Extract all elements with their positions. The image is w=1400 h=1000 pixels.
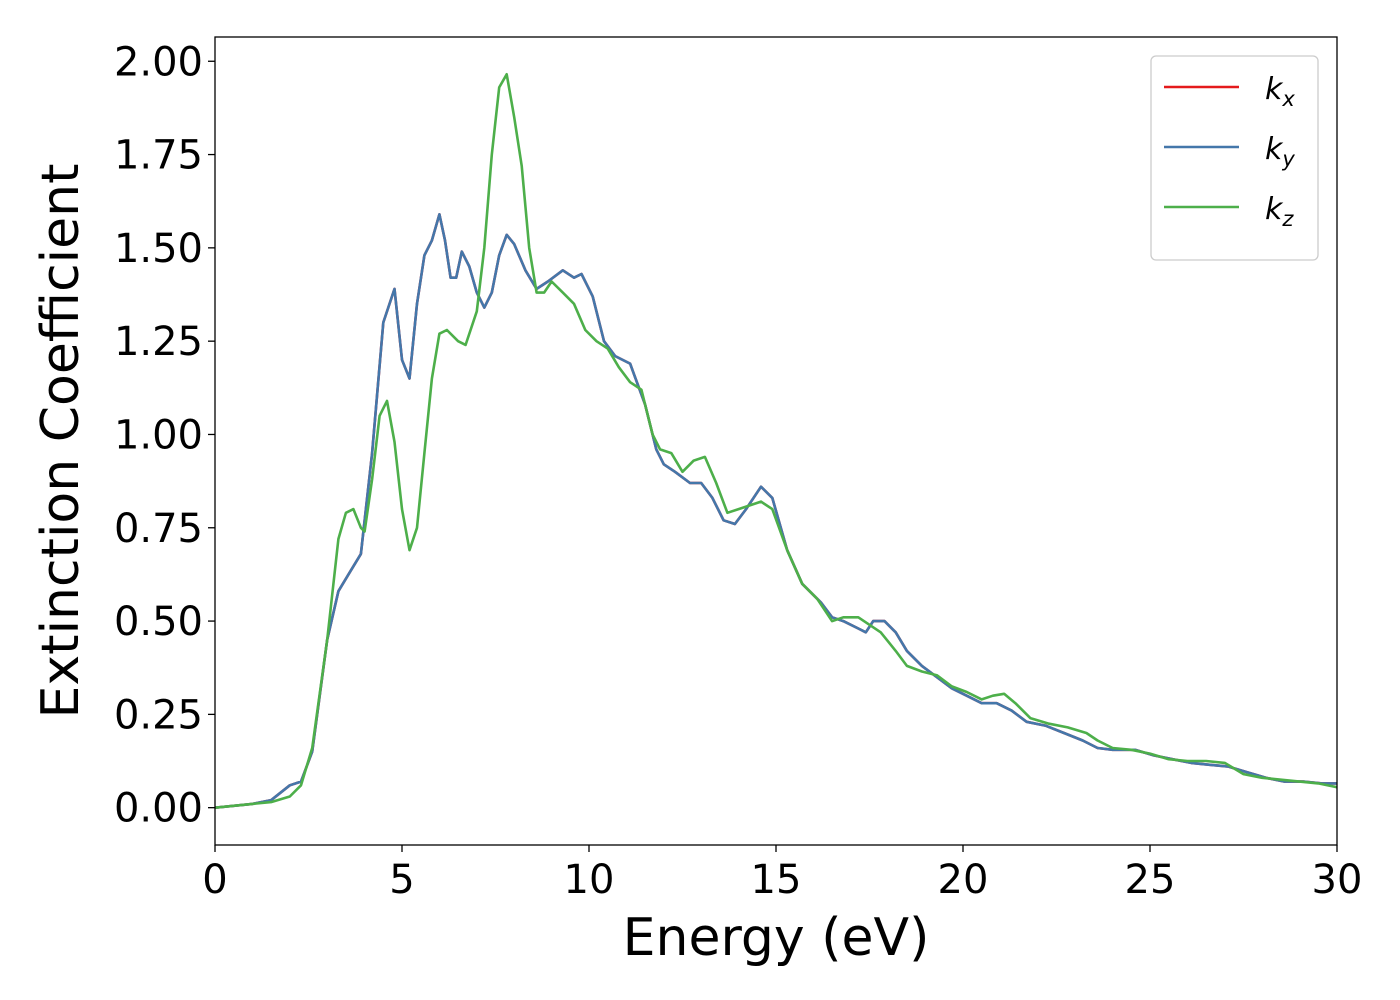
y-tick-label: 0.25	[114, 692, 203, 738]
y-axis-label: Extinction Coefficient	[31, 164, 91, 719]
tick-layer: 0 5 10 15 20 25 30 0.00 0.25 0.50 0.75 1.00 1.25 1.50…	[114, 39, 1363, 903]
x-tick-label: 15	[751, 857, 802, 903]
y-tick-label: 2.00	[114, 39, 203, 85]
legend-label-z: kz	[1265, 192, 1294, 231]
series-line-y	[215, 213, 1337, 809]
y-tick-label: 1.25	[114, 319, 203, 365]
legend: kx ky kz	[1150, 55, 1319, 261]
y-tick-label: 0.00	[114, 786, 203, 832]
x-tick-label: 30	[1312, 857, 1363, 903]
legend-box	[1150, 55, 1319, 261]
y-tick-label: 1.75	[114, 133, 203, 179]
series-layer	[215, 73, 1337, 809]
x-tick-label: 10	[564, 857, 615, 903]
x-tick-label: 20	[938, 857, 989, 903]
y-tick-label: 0.75	[114, 506, 203, 552]
legend-label-x: kx	[1265, 72, 1295, 111]
x-tick-label: 5	[389, 857, 414, 903]
y-tick-label: 1.00	[114, 412, 203, 458]
series-line-z	[215, 73, 1337, 809]
x-tick-label: 25	[1125, 857, 1176, 903]
x-tick-label: 0	[202, 857, 227, 903]
y-tick-label: 1.50	[114, 226, 203, 272]
legend-label-y: ky	[1265, 132, 1295, 171]
x-axis-label: Energy (eV)	[623, 908, 930, 968]
y-tick-label: 0.50	[114, 599, 203, 645]
